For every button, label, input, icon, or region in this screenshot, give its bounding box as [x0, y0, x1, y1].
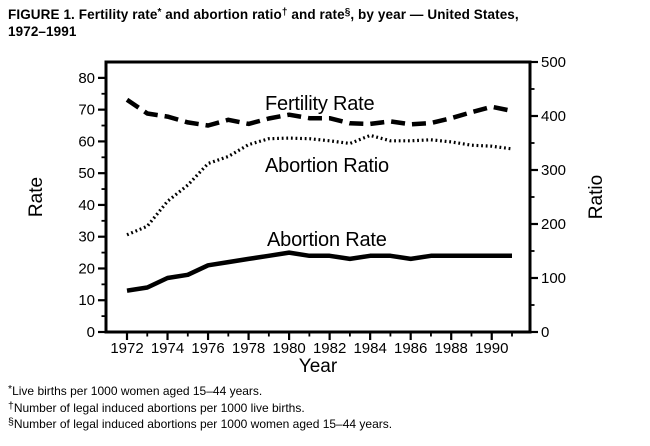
y-right-tick-label: 200	[541, 216, 566, 233]
axis-title-rate: Rate	[26, 177, 47, 217]
y-left-tick-label: 60	[78, 133, 95, 150]
y-right-tick-label: 100	[541, 270, 566, 287]
title-text: FIGURE 1. Fertility rate	[8, 7, 158, 22]
x-tick-label: 1990	[475, 340, 508, 357]
footnotes: *Live births per 1000 women aged 15–44 y…	[8, 382, 392, 432]
footnote-text: Number of legal induced abortions per 10…	[13, 400, 305, 415]
series-label-abortion-ratio: Abortion Ratio	[265, 155, 389, 177]
y-left-tick-label: 10	[78, 292, 95, 309]
footnote: *Live births per 1000 women aged 15–44 y…	[8, 382, 392, 399]
x-tick-label: 1986	[394, 340, 427, 357]
asterisk-footnote-mark: *	[8, 383, 13, 395]
y-left-tick-label: 30	[78, 229, 95, 246]
y-right-tick-label: 300	[541, 162, 566, 179]
axis-title-ratio: Ratio	[586, 175, 607, 219]
figure-title-line2: 1972–1991	[8, 24, 77, 39]
y-left-tick-label: 70	[78, 102, 95, 119]
x-tick-label: 1980	[272, 340, 305, 357]
x-tick-label: 1984	[353, 340, 386, 357]
x-tick-label: 1972	[110, 340, 143, 357]
title-text: , by year — United States,	[350, 7, 519, 22]
dagger-footnote-mark: †	[281, 7, 288, 18]
series-line-abortion-ratio	[126, 133, 513, 237]
footnote: †Number of legal induced abortions per 1…	[8, 399, 392, 416]
section-footnote-mark: §	[8, 416, 14, 429]
y-left-tick-label: 80	[78, 70, 95, 87]
series-line-abortion-rate	[126, 250, 512, 293]
title-text: and abortion ratio	[161, 7, 282, 22]
footnote-text: Number of legal induced abortions per 10…	[13, 417, 393, 432]
axis-title-year: Year	[299, 356, 338, 377]
section-footnote-mark: §	[344, 7, 351, 18]
y-right-tick-label: 0	[541, 324, 549, 341]
y-left-tick-label: 20	[78, 260, 95, 277]
x-tick-label: 1976	[191, 340, 224, 357]
title-text: and rate	[287, 7, 345, 22]
y-left-tick-label: 40	[78, 197, 95, 214]
y-right-tick-label: 500	[541, 54, 566, 71]
footnote-text: Live births per 1000 women aged 15–44 ye…	[12, 384, 263, 398]
series-line-fertility-rate	[125, 97, 513, 128]
series-label-fertility-rate: Fertility Rate	[265, 93, 375, 115]
footnote: §Number of legal induced abortions per 1…	[8, 415, 392, 432]
x-tick-label: 1988	[435, 340, 468, 357]
x-tick-label: 1982	[313, 340, 346, 357]
dagger-footnote-mark: †	[8, 399, 14, 412]
y-left-tick-label: 0	[87, 324, 95, 341]
figure-title: FIGURE 1. Fertility rate* and abortion r…	[8, 4, 646, 40]
x-tick-label: 1978	[232, 340, 265, 357]
series-label-abortion-rate: Abortion Rate	[267, 229, 387, 251]
y-left-tick-label: 50	[78, 165, 95, 182]
figure-title-line1: FIGURE 1. Fertility rate* and abortion r…	[8, 4, 646, 23]
x-tick-label: 1974	[151, 340, 184, 357]
asterisk-footnote-mark: *	[157, 7, 162, 18]
y-right-tick-label: 400	[541, 108, 566, 125]
